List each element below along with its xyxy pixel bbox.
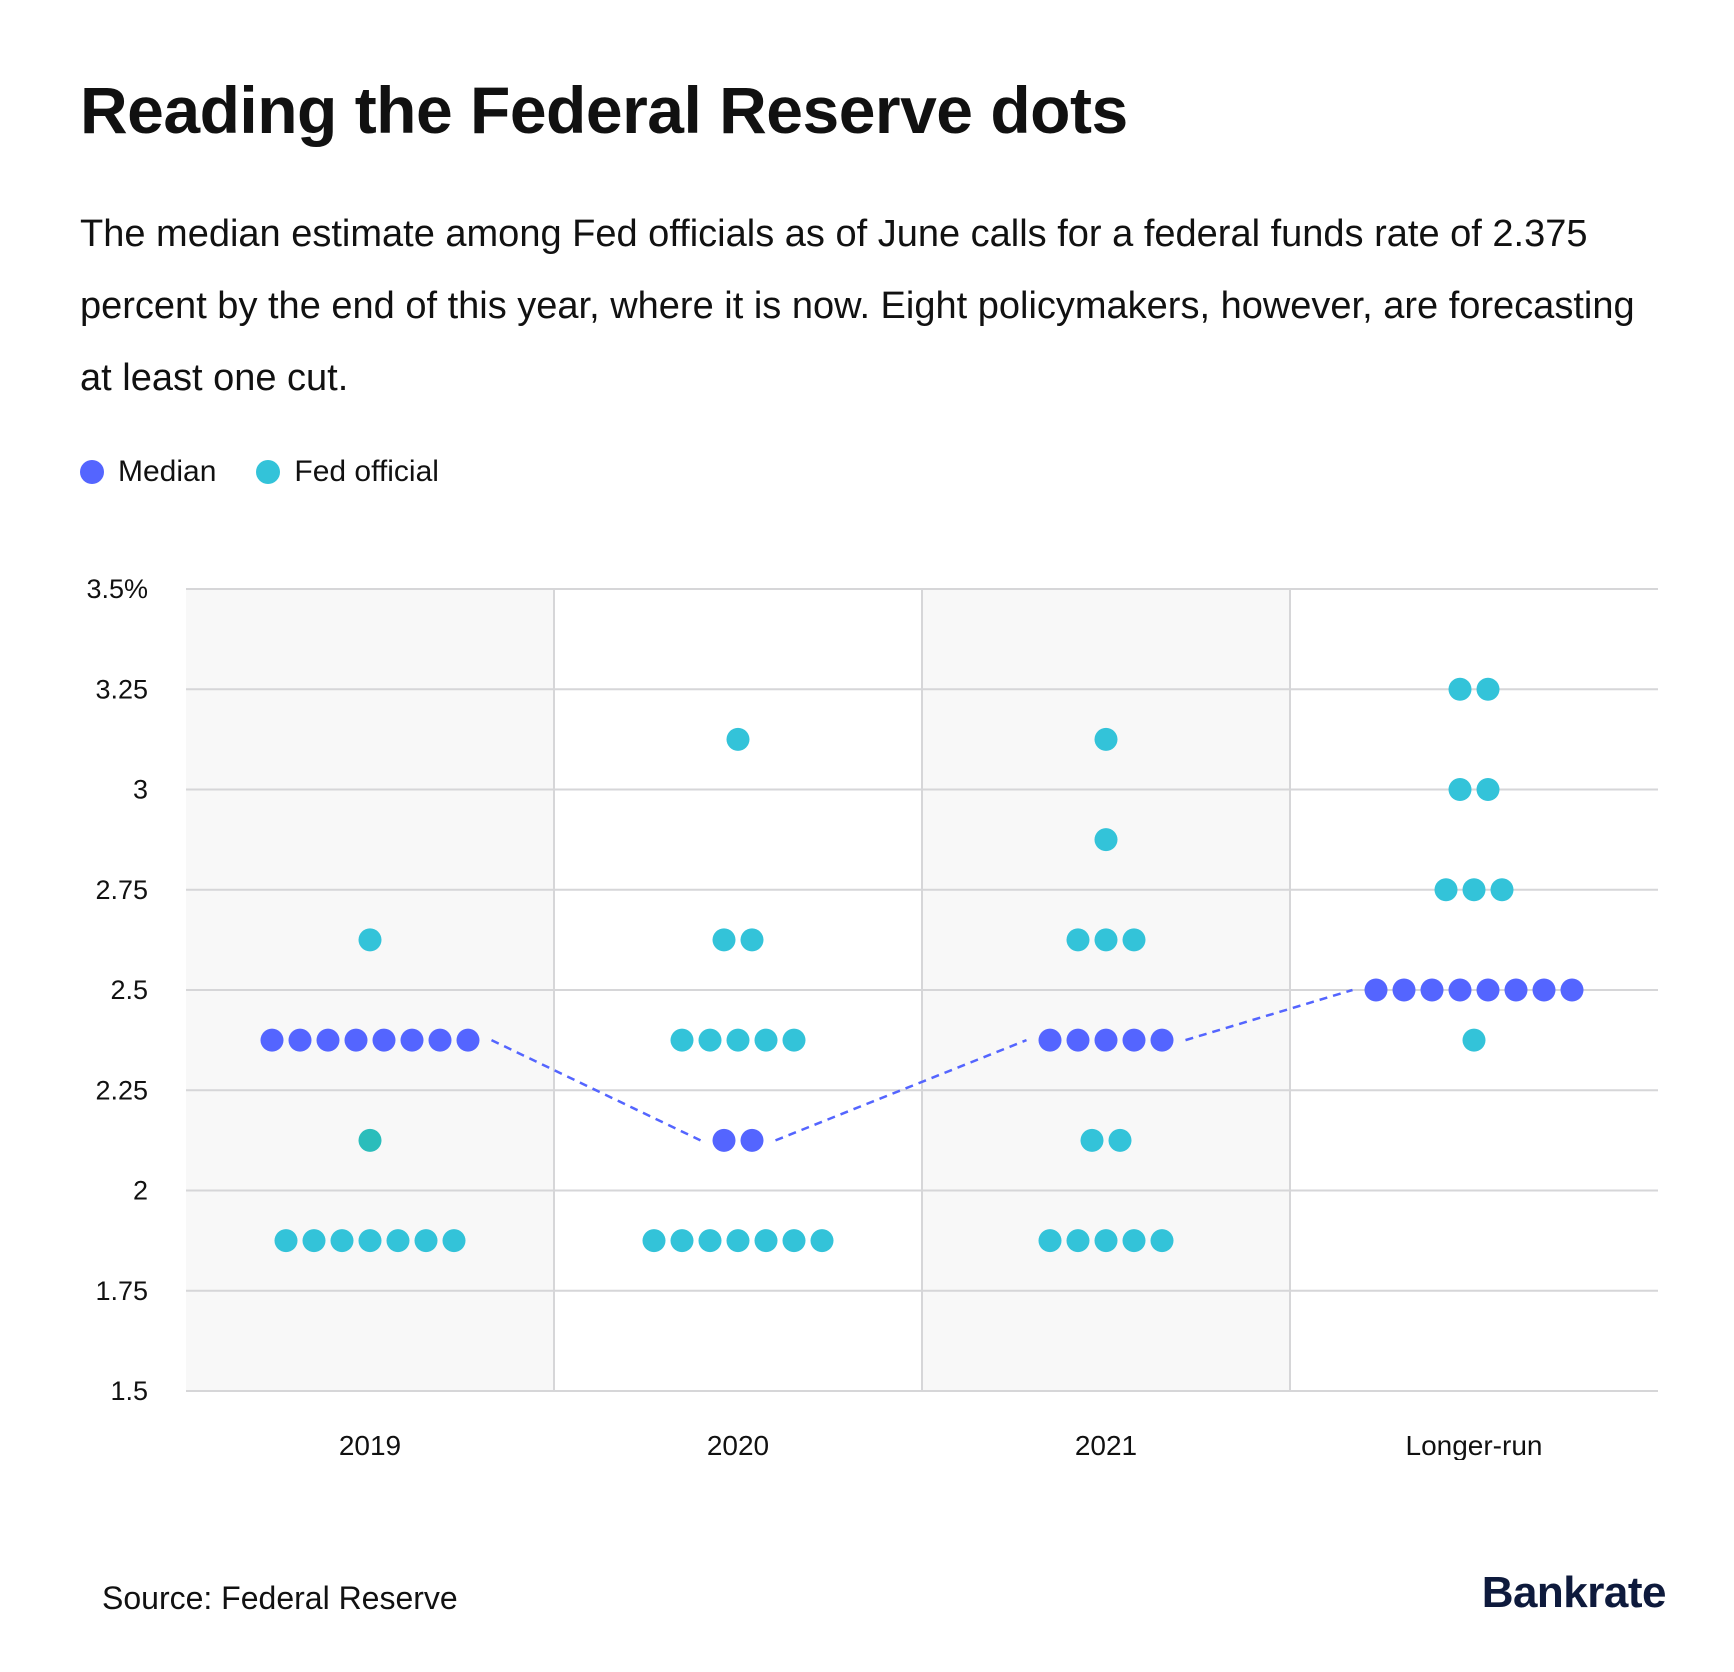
fed-official-dot bbox=[1122, 928, 1146, 952]
fed-official-dot bbox=[302, 1229, 326, 1253]
source-note: Source: Federal Reserve bbox=[102, 1580, 458, 1616]
y-tick-label: 3.25 bbox=[95, 674, 148, 704]
median-connector-line bbox=[490, 1038, 702, 1142]
fed-official-dot bbox=[670, 1028, 694, 1052]
fed-official-dot bbox=[1038, 1229, 1062, 1253]
fed-official-dot bbox=[358, 928, 382, 952]
fed-official-dot bbox=[1476, 677, 1500, 701]
median-dot bbox=[1038, 1028, 1062, 1052]
legend-label: Fed official bbox=[294, 455, 439, 488]
median-dot bbox=[456, 1028, 480, 1052]
y-tick-label: 2.75 bbox=[95, 875, 148, 905]
fed-official-dot bbox=[1476, 778, 1500, 801]
y-tick-label: 2 bbox=[133, 1176, 148, 1206]
median-dot bbox=[1420, 978, 1444, 1002]
median-dot bbox=[1476, 978, 1500, 1002]
median-dot bbox=[1150, 1028, 1174, 1052]
median-dot bbox=[400, 1028, 424, 1052]
fed-official-dot bbox=[754, 1028, 778, 1052]
median-dot bbox=[344, 1028, 368, 1052]
fed-official-dot bbox=[782, 1229, 806, 1253]
x-tick-label: 2019 bbox=[339, 1430, 401, 1460]
y-tick-label: 3.5% bbox=[86, 574, 148, 604]
fed-official-dot bbox=[358, 1128, 382, 1152]
fed-official-dot bbox=[1094, 1229, 1118, 1253]
fed-official-dot bbox=[726, 727, 750, 751]
median-dot bbox=[1532, 978, 1556, 1002]
fed-official-dot bbox=[1108, 1128, 1132, 1152]
fed-official-dot bbox=[1434, 878, 1458, 902]
bankrate-logo: Bankrate bbox=[1481, 1568, 1667, 1617]
fed-official-dot bbox=[1490, 878, 1514, 902]
fed-official-dot bbox=[698, 1229, 722, 1253]
median-dot bbox=[740, 1128, 764, 1152]
median-dot bbox=[1504, 978, 1528, 1002]
median-dot bbox=[1448, 978, 1472, 1002]
fed-official-dot bbox=[726, 1028, 750, 1052]
fed-official-dot bbox=[1462, 878, 1486, 902]
median-dot bbox=[260, 1028, 284, 1052]
y-tick-label: 1.5 bbox=[110, 1376, 148, 1406]
fed-official-dot bbox=[414, 1229, 438, 1253]
fed-official-dot bbox=[1448, 778, 1472, 801]
fed-official-dot bbox=[1094, 928, 1118, 952]
chart-subtitle: The median estimate among Fed officials … bbox=[80, 213, 1635, 399]
fed-official-dot bbox=[1066, 928, 1090, 952]
fed-official-swatch-icon bbox=[256, 460, 281, 484]
fed-official-dot bbox=[782, 1028, 806, 1052]
fed-official-dot bbox=[1094, 727, 1118, 751]
fed-official-dot bbox=[330, 1229, 354, 1253]
legend: Median Fed official bbox=[80, 455, 439, 489]
median-connector-line bbox=[775, 1038, 1027, 1142]
fed-official-dot bbox=[1094, 828, 1118, 852]
median-dot bbox=[712, 1128, 736, 1152]
y-tick-label: 2.25 bbox=[95, 1075, 148, 1105]
fed-official-dot bbox=[386, 1229, 410, 1253]
median-swatch-icon bbox=[80, 460, 104, 484]
fed-official-dot bbox=[274, 1229, 298, 1253]
fed-official-dot bbox=[1122, 1229, 1146, 1253]
fed-official-dot bbox=[358, 1229, 382, 1253]
fed-official-dot bbox=[698, 1028, 722, 1052]
fed-official-dot bbox=[740, 928, 764, 952]
fed-official-dot bbox=[1448, 677, 1472, 701]
median-dot bbox=[1066, 1028, 1090, 1052]
fed-official-dot bbox=[642, 1229, 666, 1253]
y-tick-label: 1.75 bbox=[95, 1276, 148, 1306]
legend-item-median: Median bbox=[80, 455, 216, 489]
fed-official-dot bbox=[1150, 1229, 1174, 1253]
chart-title: Reading the Federal Reserve dots bbox=[80, 73, 1128, 147]
median-dot bbox=[316, 1028, 340, 1052]
median-dot bbox=[372, 1028, 396, 1052]
median-dot bbox=[288, 1028, 312, 1052]
median-connector-line bbox=[1185, 988, 1353, 1042]
median-dot bbox=[1392, 978, 1416, 1002]
y-tick-label: 2.5 bbox=[110, 975, 148, 1005]
x-tick-label: 2021 bbox=[1075, 1430, 1137, 1460]
fed-official-dot bbox=[670, 1229, 694, 1253]
median-dot bbox=[1094, 1028, 1118, 1052]
fed-official-dot bbox=[1080, 1128, 1104, 1152]
fed-official-dot bbox=[754, 1229, 778, 1253]
median-dot bbox=[1364, 978, 1388, 1002]
fed-official-dot bbox=[442, 1229, 466, 1253]
median-dot bbox=[428, 1028, 452, 1052]
median-dot bbox=[1122, 1028, 1146, 1052]
fed-official-dot bbox=[1066, 1229, 1090, 1253]
y-tick-label: 3 bbox=[133, 775, 148, 805]
legend-label: Median bbox=[118, 455, 217, 488]
fed-official-dot bbox=[810, 1229, 834, 1253]
legend-item-fed-official: Fed official bbox=[256, 455, 439, 489]
median-dot bbox=[1560, 978, 1584, 1002]
x-tick-label: Longer-run bbox=[1406, 1430, 1543, 1460]
x-tick-label: 2020 bbox=[707, 1430, 769, 1460]
fed-official-dot bbox=[726, 1229, 750, 1253]
fed-official-dot bbox=[712, 928, 736, 952]
dot-plot-chart: 1.5 1.75 2 2.25 2.5 2.75 3 3.25 3.5% 2019 2020 2021… bbox=[86, 574, 1658, 1460]
fed-official-dot bbox=[1462, 1028, 1486, 1052]
